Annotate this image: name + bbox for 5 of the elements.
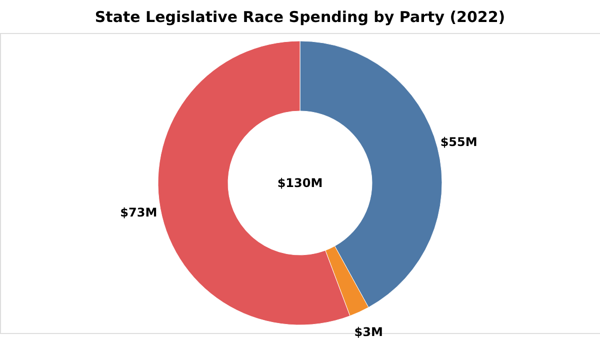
text: $130M xyxy=(277,176,323,190)
data-label: $55M xyxy=(440,135,478,150)
chart-title: State Legislative Race Spending by Party (2022) xyxy=(94,8,506,26)
data-label: $3M xyxy=(354,324,383,338)
data-label: $73M xyxy=(120,205,158,220)
